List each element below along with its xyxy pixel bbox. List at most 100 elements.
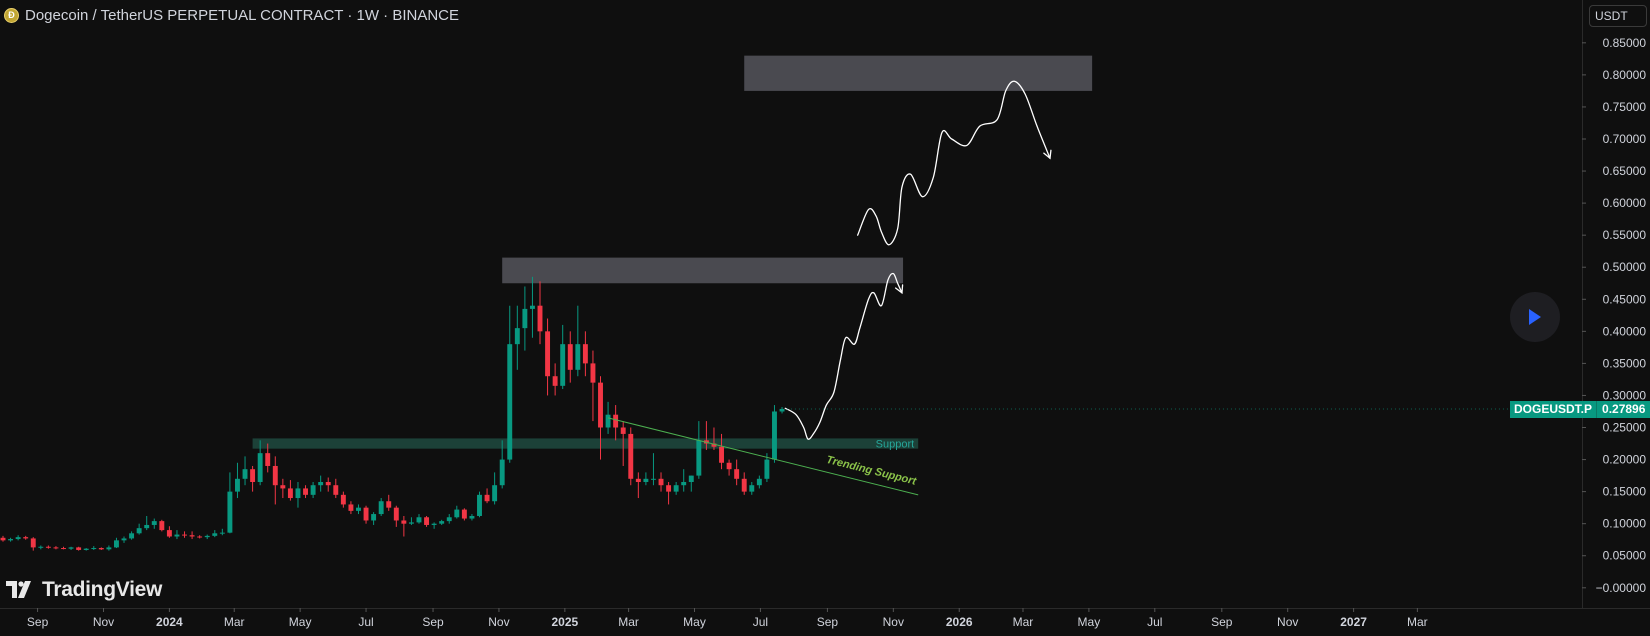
price-tick-label: 0.25000 xyxy=(1603,421,1647,435)
candle-body xyxy=(575,344,581,370)
candle-body xyxy=(658,478,664,486)
candle-body xyxy=(673,485,679,492)
candle-body xyxy=(53,547,59,549)
support-zone xyxy=(252,438,919,449)
candle-body xyxy=(363,507,369,521)
candle-body xyxy=(401,520,407,524)
candle-body xyxy=(38,546,44,548)
currency-selector-button[interactable]: USDT xyxy=(1589,5,1647,27)
candle-body xyxy=(325,482,331,486)
candle-body xyxy=(242,469,248,479)
candle-body xyxy=(189,535,195,537)
candle-body xyxy=(371,514,377,521)
candle-body xyxy=(295,488,301,499)
price-axis: 0.85000 0.80000 0.75000 0.70000 0.65000 0.600… xyxy=(1582,36,1646,595)
last-price-value: 0.27896 xyxy=(1597,401,1650,418)
candle-body xyxy=(688,475,694,483)
candle-body xyxy=(8,539,14,541)
candle-body xyxy=(15,537,21,540)
ticker-symbol: DOGEUSDT.P xyxy=(1510,401,1598,418)
candle-body xyxy=(280,485,286,489)
candle-body xyxy=(613,414,619,428)
candle-body xyxy=(620,427,626,434)
price-tick-label: 0.75000 xyxy=(1603,100,1647,114)
candle-body xyxy=(219,532,225,534)
candle-body xyxy=(227,491,233,533)
candle-body xyxy=(734,469,740,479)
candle-body xyxy=(446,517,452,522)
time-tick-label: May xyxy=(289,615,312,629)
candle-body xyxy=(303,488,308,495)
candle-body xyxy=(643,478,649,483)
candle-body xyxy=(166,530,172,537)
candle-body xyxy=(492,485,498,502)
logo-text: TradingView xyxy=(42,578,163,601)
candle-body xyxy=(681,482,687,486)
candle-body xyxy=(272,465,278,486)
dogecoin-icon: Ð xyxy=(4,7,19,23)
candle-body xyxy=(477,494,482,516)
candle-body xyxy=(726,462,732,470)
time-tick-label: Nov xyxy=(93,615,114,629)
candle-body xyxy=(129,533,135,539)
time-tick-label: 2025 xyxy=(552,615,579,629)
trending-support-line xyxy=(607,417,919,496)
time-tick-label: Jul xyxy=(1147,615,1162,629)
candle-body xyxy=(356,507,361,511)
candle-body xyxy=(250,469,256,483)
price-tick-label: 0.20000 xyxy=(1603,453,1647,467)
time-tick-label: Mar xyxy=(1013,615,1034,629)
time-tick-label: May xyxy=(1078,615,1101,629)
tradingview-logo-icon xyxy=(6,581,31,598)
projection-path-upper xyxy=(857,80,1051,246)
candle-body xyxy=(121,538,127,541)
candle-body xyxy=(416,517,422,523)
candle-body xyxy=(741,478,747,492)
price-tick-label: 0.50000 xyxy=(1603,260,1647,274)
candle-body xyxy=(348,504,354,511)
candle-body xyxy=(545,331,551,377)
candle-body xyxy=(461,509,467,519)
time-tick-label: Nov xyxy=(1277,615,1298,629)
candle-body xyxy=(113,540,119,548)
price-tick-label: 0.30000 xyxy=(1603,388,1647,402)
time-tick-label: 2026 xyxy=(946,615,973,629)
candle-body xyxy=(756,478,762,486)
candle-body xyxy=(257,453,263,483)
candle-body xyxy=(45,546,51,548)
price-tick-label: 0.60000 xyxy=(1603,196,1647,210)
symbol-title[interactable]: Dogecoin / TetherUS PERPETUAL CONTRACT ·… xyxy=(25,6,460,24)
tradingview-logo[interactable]: TradingView xyxy=(6,578,163,601)
projection-path-lower xyxy=(784,272,903,440)
candle-body xyxy=(182,534,187,536)
price-tick-label: 0.70000 xyxy=(1603,132,1647,146)
resistance-zone-lower xyxy=(502,257,904,284)
candle-body xyxy=(499,459,505,486)
candle-body xyxy=(424,517,430,525)
resistance-zone-upper xyxy=(744,55,1093,91)
candle-body xyxy=(212,533,218,536)
candle-body xyxy=(484,494,490,502)
candle-body xyxy=(650,478,656,480)
candle-body xyxy=(61,548,66,550)
time-tick-label: Sep xyxy=(1211,615,1233,629)
candle-body xyxy=(537,305,543,332)
price-tick-label: 0.45000 xyxy=(1603,292,1647,306)
candle-body xyxy=(764,459,770,479)
play-icon xyxy=(1529,309,1541,325)
price-tick-label: −0.00000 xyxy=(1596,581,1647,595)
candle-body xyxy=(711,443,717,447)
candle-body xyxy=(514,328,520,345)
candle-body xyxy=(91,548,97,550)
candle-body xyxy=(408,522,414,524)
candle-body xyxy=(310,485,316,495)
candle-body xyxy=(378,501,384,515)
price-tick-label: 0.80000 xyxy=(1603,68,1647,82)
candle-body xyxy=(83,548,89,550)
replay-play-button[interactable] xyxy=(1510,292,1560,342)
projection-path-upper-arrowhead xyxy=(1043,149,1052,160)
candle-body xyxy=(333,485,339,495)
candle-body xyxy=(136,528,142,534)
